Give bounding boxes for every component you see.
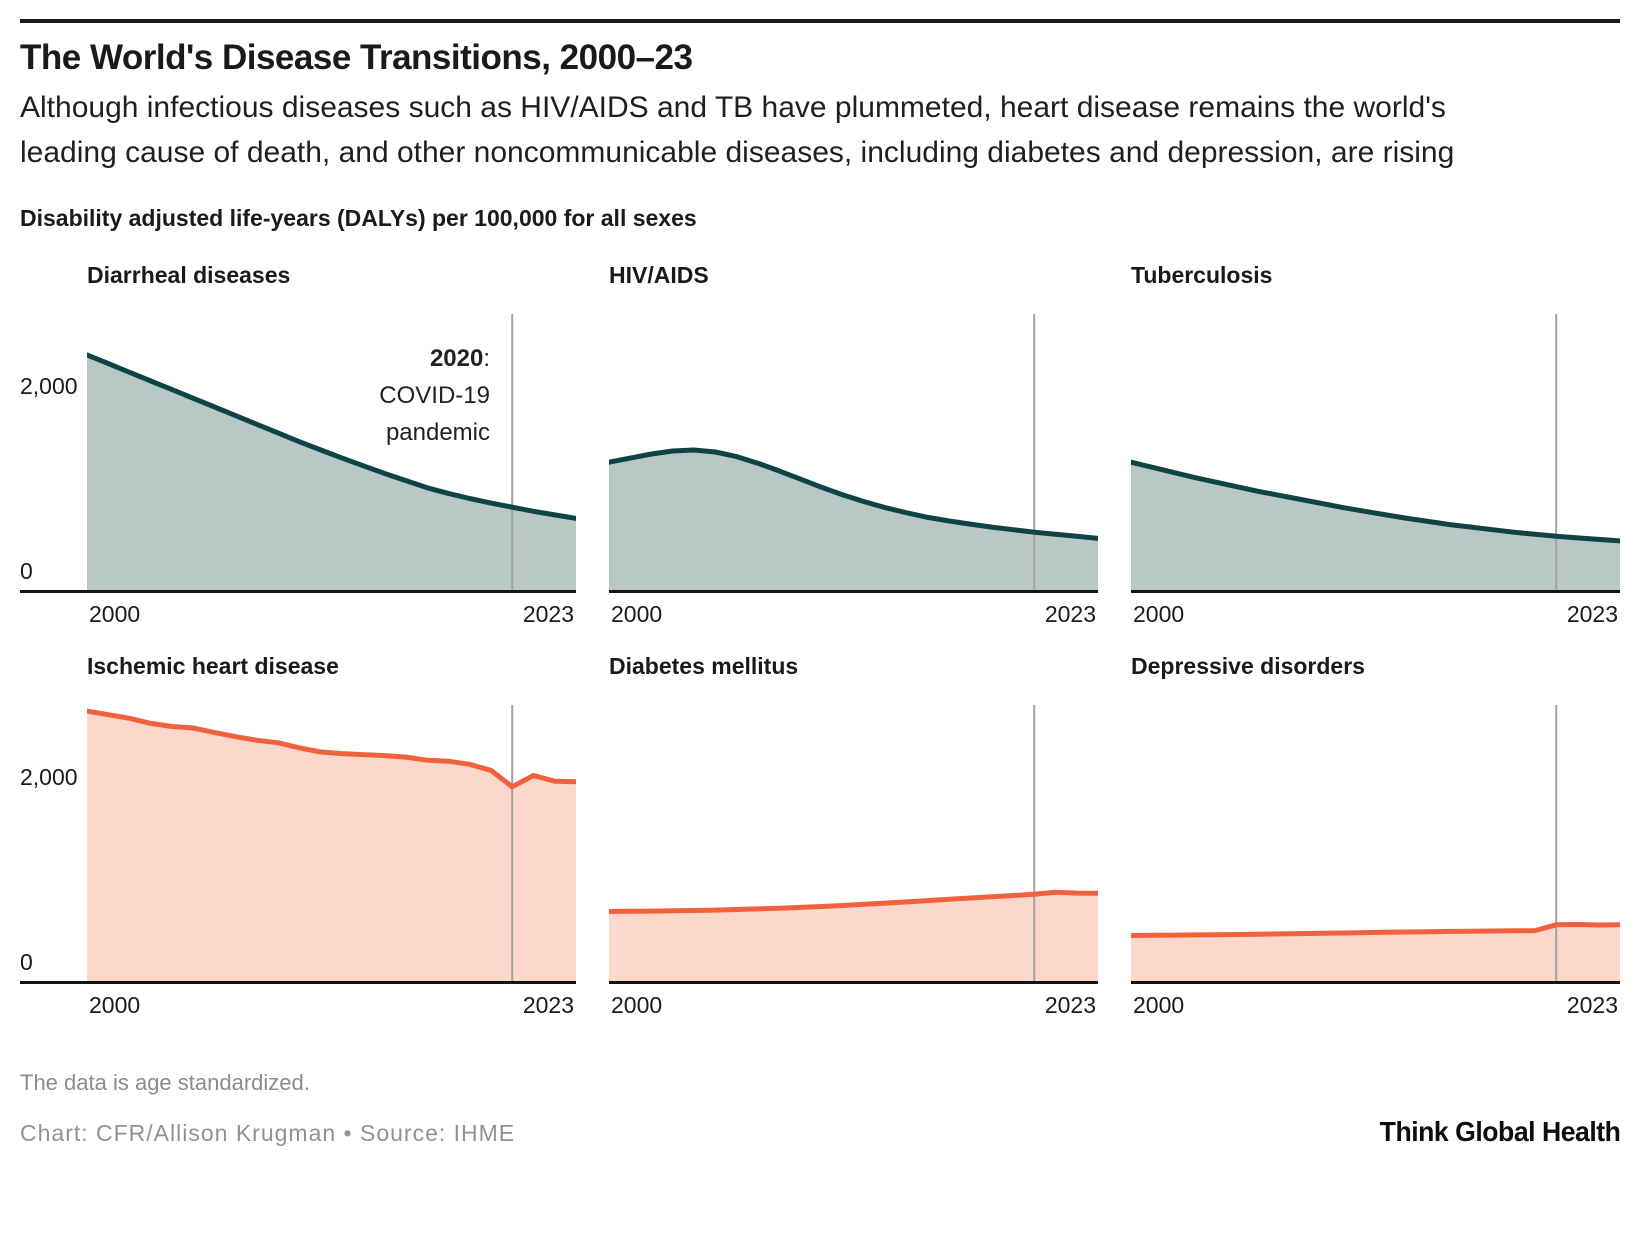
y-axis-gutter: 2,000 0 [20,262,87,627]
chart-title: Ischemic heart disease [87,653,339,680]
area-fill [609,892,1098,982]
chart-tuberculosis: Tuberculosis 2000 2023 [1131,262,1620,627]
area-chart-svg [1131,705,1620,982]
x-axis-labels: 2000 2023 [609,992,1098,1018]
data-note: The data is age standardized. [20,1070,310,1096]
chart-depressive-disorders: Depressive disorders 2000 2023 [1131,653,1620,1018]
area-fill [87,711,576,982]
chart-diabetes-mellitus: Diabetes mellitus 2000 2023 [609,653,1098,1018]
area-chart-svg [87,705,576,982]
area-fill [87,354,576,591]
y-tick-2000: 2,000 [20,373,78,400]
covid-annotation: 2020: COVID-19 pandemic [379,340,490,452]
chart-diarrheal-diseases: Diarrheal diseases 2020: COVID-19 pandem… [87,262,576,627]
x-tick-last: 2023 [1566,601,1618,628]
x-tick-first: 2000 [611,992,663,1019]
page-subtitle: Although infectious diseases such as HIV… [20,91,1455,169]
x-axis-labels: 2000 2023 [87,601,576,627]
area-chart-svg [87,314,576,591]
think-global-health-logo: Think Global Health [1379,1116,1620,1148]
x-tick-first: 2000 [611,601,663,628]
area-fill [609,450,1098,591]
plot-area [1131,705,1620,985]
top-rule [20,19,1620,23]
x-tick-last: 2023 [1566,992,1618,1019]
area-chart-svg [1131,314,1620,591]
chart-title: Diarrheal diseases [87,262,291,289]
small-multiples-grid: 2,000 0 Diarrheal diseases 2020: COVID-1… [20,262,1620,1018]
y-axis-labels: 2,000 0 [20,705,87,985]
value-line [609,447,1098,541]
chart-title: HIV/AIDS [609,262,709,289]
x-axis-labels: 2000 2023 [87,992,576,1018]
chart-credit: Chart: CFR/Allison Krugman • Source: IHM… [20,1120,516,1147]
chart-title: Depressive disorders [1131,653,1365,680]
x-tick-last: 2023 [1044,992,1096,1019]
footer-row: Chart: CFR/Allison Krugman • Source: IHM… [20,1116,1620,1148]
chart-hiv-aids: HIV/AIDS 2000 2023 [609,262,1098,627]
value-line [87,708,576,790]
chart-row-noncommunicable: 2,000 0 Ischemic heart disease 2000 2023… [20,653,1620,1018]
x-tick-last: 2023 [522,992,574,1019]
plot-area: 2020: COVID-19 pandemic [87,314,576,594]
y-tick-0: 0 [20,558,33,585]
x-axis-labels: 2000 2023 [1131,992,1620,1018]
plot-area [609,705,1098,985]
x-axis-labels: 2000 2023 [609,601,1098,627]
annotation-year: 2020 [429,345,484,373]
annotation-colon: : [483,345,490,373]
value-line [1131,459,1620,544]
value-line [1131,922,1620,939]
x-axis-labels: 2000 2023 [1131,601,1620,627]
chart-title: Tuberculosis [1131,262,1273,289]
x-tick-first: 2000 [89,601,141,628]
value-line [609,889,1098,915]
x-tick-last: 2023 [522,601,574,628]
plot-area [1131,314,1620,594]
chart-row-infectious: 2,000 0 Diarrheal diseases 2020: COVID-1… [20,262,1620,627]
plot-area [87,705,576,985]
x-tick-first: 2000 [89,992,141,1019]
y-axis-labels: 2,000 0 [20,314,87,594]
page-title: The World's Disease Transitions, 2000–23 [20,38,693,77]
value-line [87,352,576,521]
area-chart-svg [609,705,1098,982]
chart-ischemic-heart-disease: Ischemic heart disease 2000 2023 [87,653,576,1018]
chart-title: Diabetes mellitus [609,653,799,680]
x-tick-first: 2000 [1133,601,1185,628]
y-tick-0: 0 [20,949,33,976]
chart-page: The World's Disease Transitions, 2000–23… [0,19,1640,1148]
annotation-line3: pandemic [385,419,490,447]
y-axis-gutter: 2,000 0 [20,653,87,1018]
x-tick-first: 2000 [1133,992,1185,1019]
plot-area [609,314,1098,594]
units-label: Disability adjusted life-years (DALYs) p… [20,205,697,232]
x-tick-last: 2023 [1044,601,1096,628]
area-chart-svg [609,314,1098,591]
area-fill [1131,924,1620,982]
area-fill [1131,462,1620,591]
annotation-line2: COVID-19 [379,382,490,410]
y-tick-2000: 2,000 [20,764,78,791]
